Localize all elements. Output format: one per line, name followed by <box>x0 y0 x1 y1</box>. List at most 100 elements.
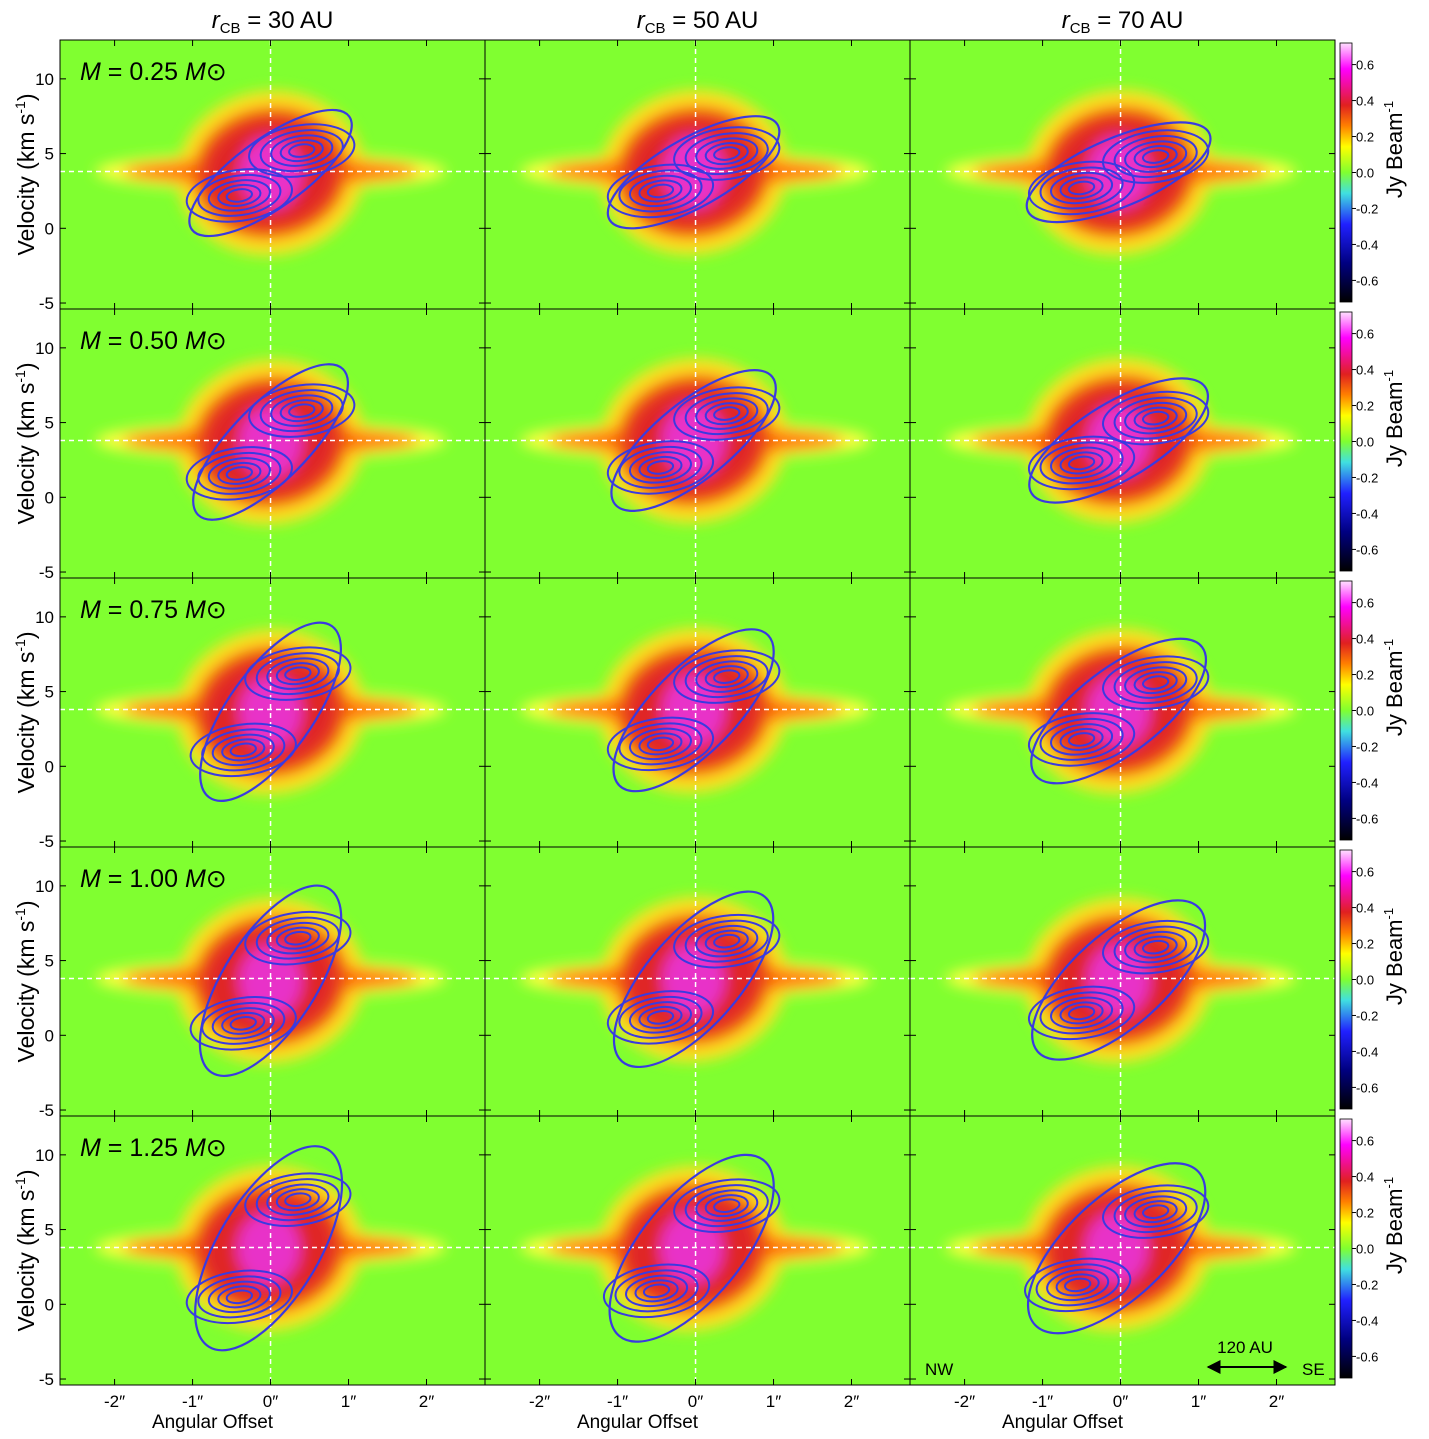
label-text: ) <box>13 632 39 640</box>
panel <box>484 1115 911 1386</box>
y-axis-label: Velocity (km s-1) <box>12 632 39 794</box>
outer-contour <box>1030 637 1208 785</box>
contour <box>1133 145 1178 169</box>
y-tick-label: 5 <box>45 952 54 971</box>
contour <box>704 142 749 166</box>
contour <box>244 910 352 966</box>
label-text: = 1.25 <box>101 1134 185 1162</box>
contour <box>207 1280 271 1314</box>
colorbar-tick-label: 0.6 <box>1356 596 1374 611</box>
contour <box>248 123 356 178</box>
colorbar-label: Jy Beam-1 <box>1381 908 1407 1005</box>
contour <box>229 742 257 758</box>
contour <box>1059 451 1104 475</box>
contour <box>646 183 675 199</box>
contour <box>704 929 749 953</box>
contour <box>1039 991 1124 1035</box>
contour <box>1046 1268 1110 1302</box>
y-tick-label: 5 <box>45 1221 54 1240</box>
contour <box>704 665 749 689</box>
colorbar-tick-label: -0.2 <box>1356 1277 1378 1292</box>
column-title: rCB = 70 AU <box>1062 7 1184 37</box>
contour <box>225 1289 253 1305</box>
contour <box>279 139 324 163</box>
contour <box>266 921 330 955</box>
annotation: SE <box>1302 1360 1325 1379</box>
contour <box>1067 732 1096 747</box>
colorbar-tick-label: -0.6 <box>1356 1080 1378 1095</box>
contour <box>713 669 741 684</box>
label-text: Jy Beam <box>1382 1188 1407 1274</box>
panel-content <box>485 1116 910 1385</box>
y-tick-label: -5 <box>39 1101 54 1120</box>
contour <box>642 1283 671 1299</box>
contour <box>266 1183 330 1216</box>
panel-content <box>60 847 485 1116</box>
x-tick-label: 0″ <box>1113 1392 1128 1411</box>
colorbar-tick-label: -0.6 <box>1356 1349 1378 1364</box>
y-tick-label: 10 <box>35 1146 54 1165</box>
panel-content <box>910 309 1335 578</box>
colorbar-tick-label: 0.4 <box>1356 1170 1374 1185</box>
contour <box>646 1010 675 1025</box>
contour <box>1067 1005 1096 1021</box>
contour <box>255 916 340 960</box>
contour <box>255 1178 340 1222</box>
contour <box>695 137 759 170</box>
panel-content <box>485 40 910 309</box>
y-tick-label: 10 <box>35 70 54 89</box>
contour <box>606 440 715 495</box>
colorbar <box>1339 580 1353 841</box>
x-tick-label: 2″ <box>844 1392 859 1411</box>
outer-contour <box>198 884 343 1078</box>
contour <box>695 660 759 693</box>
x-tick-label: 1″ <box>1191 1392 1206 1411</box>
colorbar-tick-label: -0.6 <box>1356 811 1378 826</box>
colorbar-label: Jy Beam-1 <box>1381 639 1407 736</box>
contour <box>1124 140 1188 173</box>
y-axis-label: Velocity (km s-1) <box>12 94 39 256</box>
emission-peak <box>1087 944 1150 1016</box>
contour <box>1055 1273 1100 1297</box>
contour <box>628 727 692 761</box>
panel <box>909 577 1336 848</box>
colorbar-tick-label: 0.4 <box>1356 94 1374 109</box>
panel <box>909 39 1336 310</box>
row-label: M = 1.00 M⊙ <box>80 865 227 893</box>
title-symbol: r <box>637 7 646 34</box>
label-text: = 1.00 <box>101 865 185 893</box>
x-tick-label: 1″ <box>766 1392 781 1411</box>
colorbar-tick-label: -0.2 <box>1356 1008 1378 1023</box>
contour <box>211 733 275 767</box>
y-axis-label: Velocity (km s-1) <box>12 901 39 1063</box>
y-tick-label: 10 <box>35 608 54 627</box>
colorbar-tick-label: 0.0 <box>1356 704 1374 719</box>
label-symbol: M <box>80 58 101 86</box>
contour <box>284 930 312 946</box>
annotation: 120 AU <box>1217 1338 1273 1357</box>
contour <box>197 173 282 217</box>
contour <box>1102 129 1210 184</box>
contour <box>673 649 781 704</box>
contour <box>217 1285 262 1309</box>
label-unit: M⊙ <box>185 1134 227 1162</box>
panel-content <box>60 309 485 578</box>
label-text: ) <box>13 1170 39 1178</box>
contour <box>270 134 334 167</box>
annotation: NW <box>925 1360 953 1379</box>
panel <box>484 846 911 1117</box>
outer-contour <box>1025 121 1212 224</box>
contour <box>673 1178 781 1233</box>
contour <box>1039 441 1124 485</box>
label-text: Jy Beam <box>1382 112 1407 198</box>
contour <box>1124 666 1188 699</box>
contour <box>284 666 312 681</box>
label-text: ) <box>13 363 39 371</box>
label-superscript: -1 <box>1381 101 1396 113</box>
outer-contour <box>188 108 353 238</box>
contour <box>207 179 271 212</box>
contour <box>684 392 769 436</box>
title-text: = 70 AU <box>1091 7 1184 34</box>
colorbar-tick-label: 0.0 <box>1356 1242 1374 1257</box>
